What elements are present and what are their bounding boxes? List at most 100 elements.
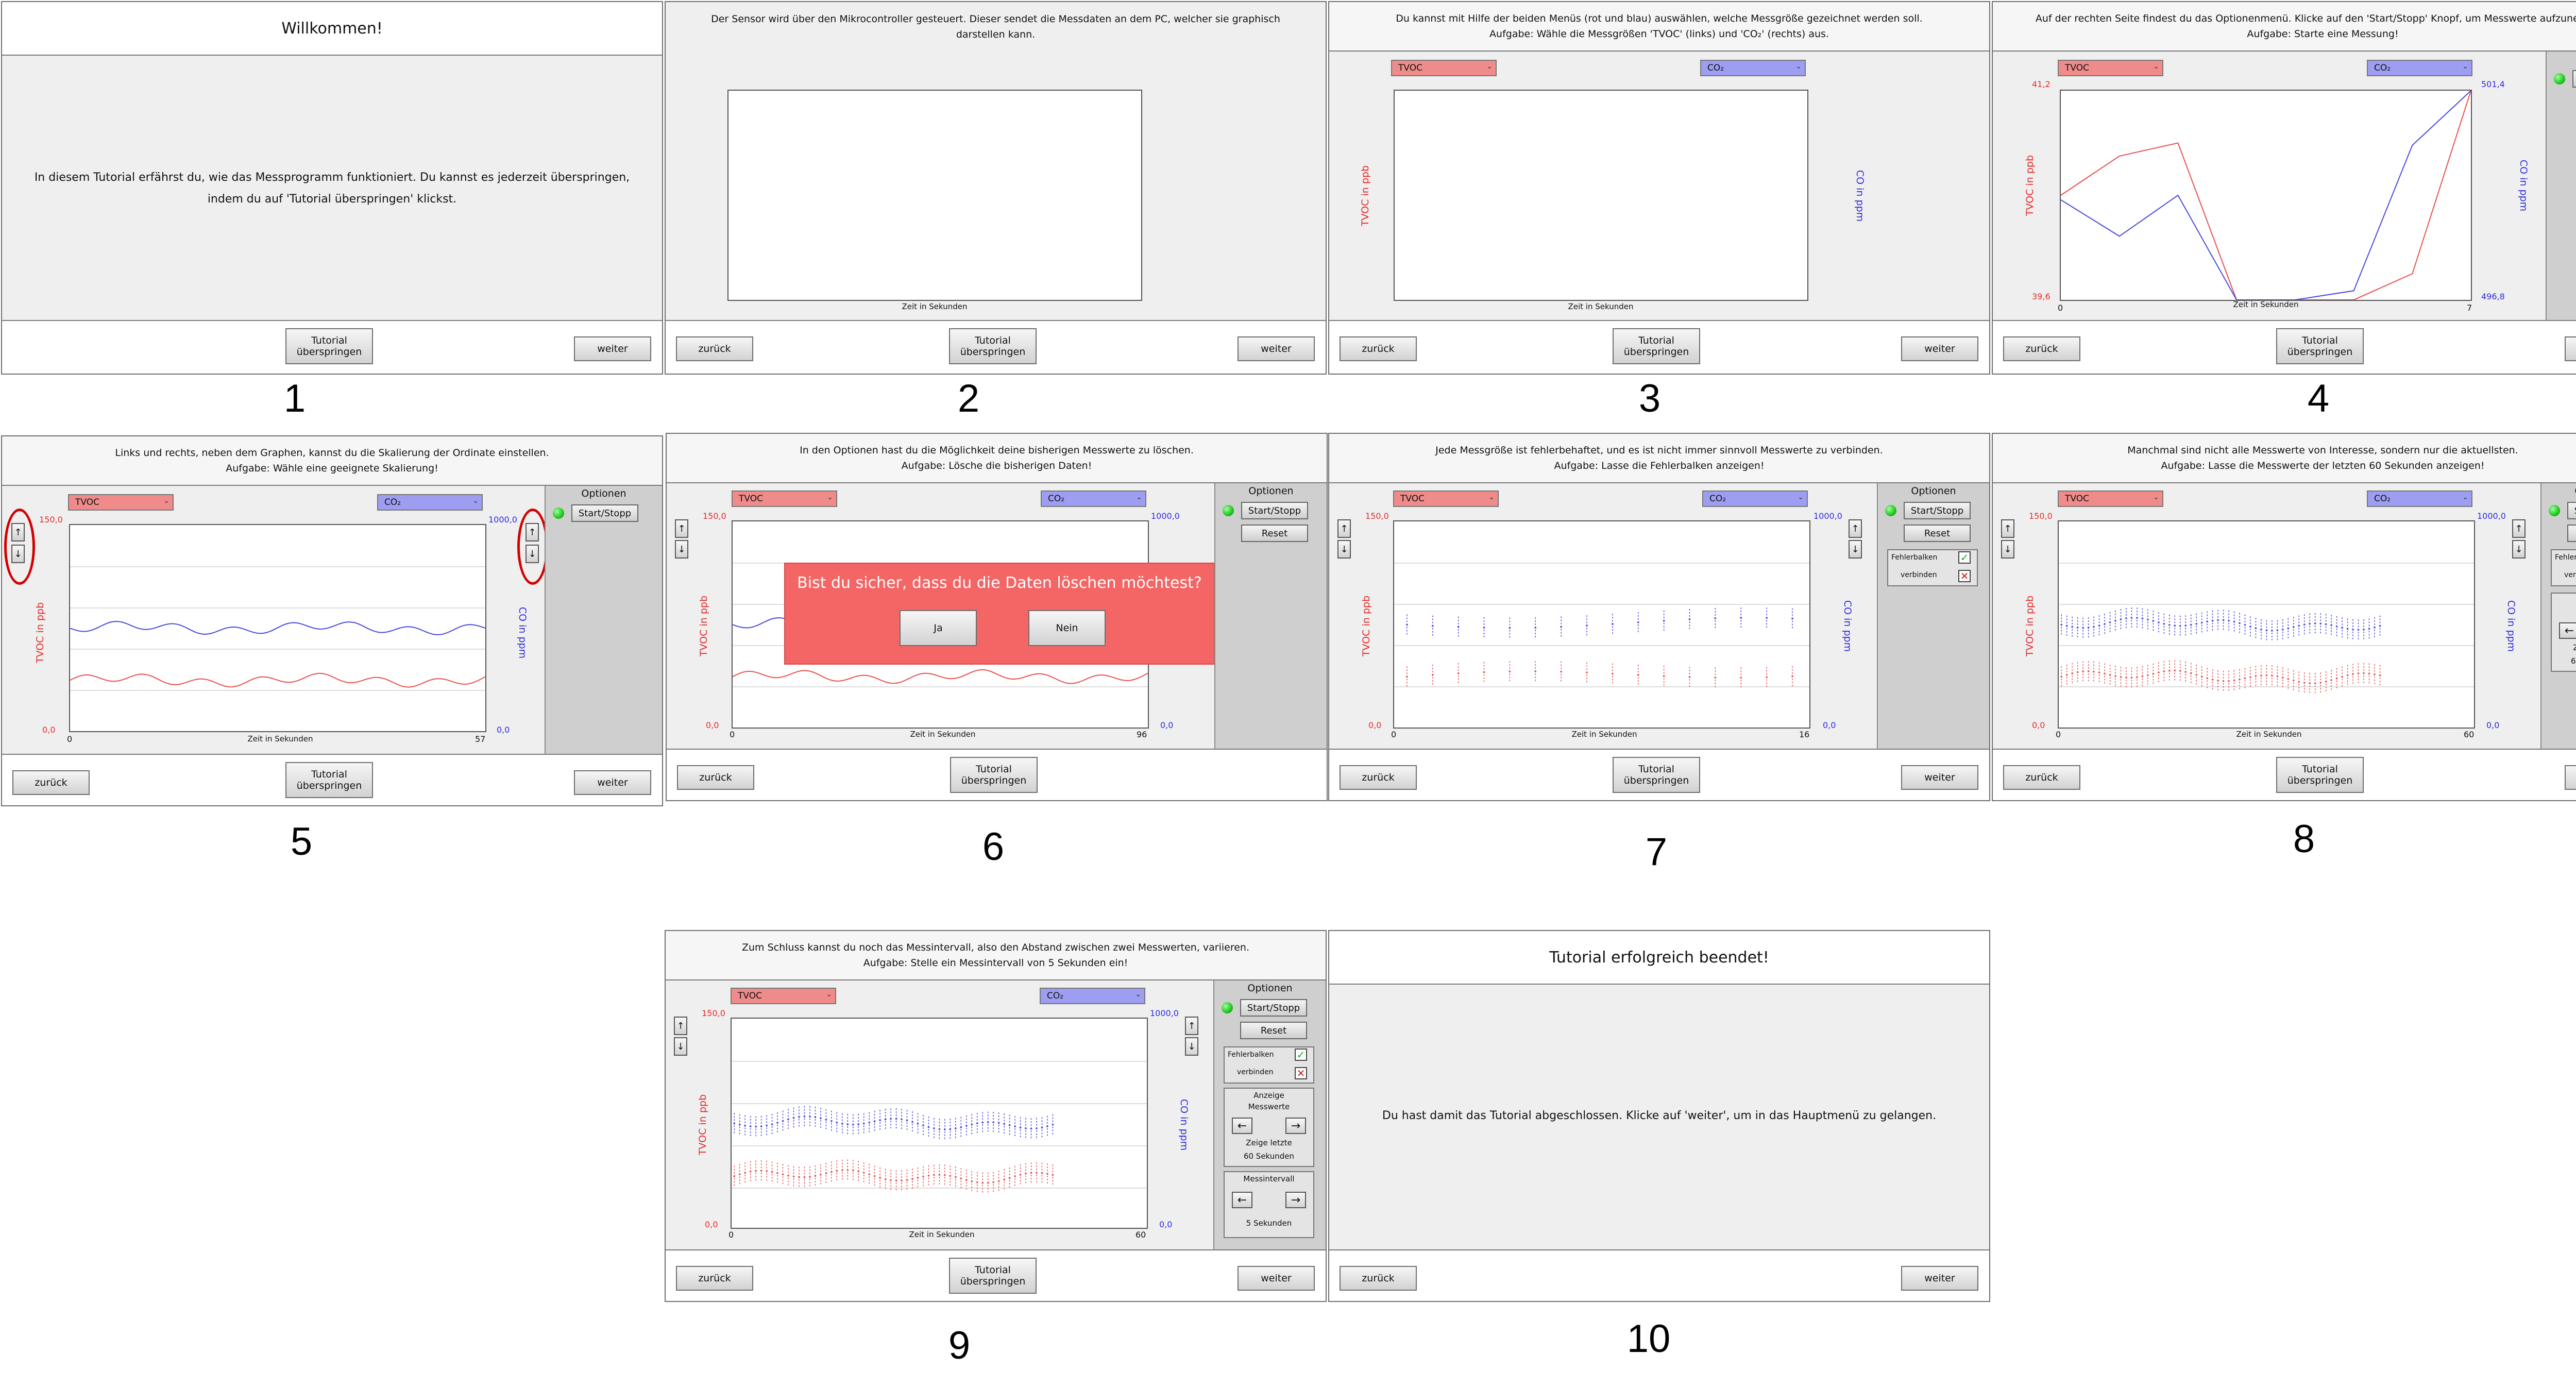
right-quantity-dropdown[interactable]: CO₂ ⌄ [1041, 490, 1146, 507]
right-scale-up-button[interactable]: ↑ [2512, 519, 2526, 538]
co2-data-point [803, 1115, 806, 1118]
display-decrease-button[interactable]: ← [2559, 622, 2576, 639]
right-quantity-dropdown[interactable]: CO₂ ⌄ [1702, 490, 1808, 507]
co2-data-point [2335, 625, 2338, 628]
right-scale-up-button[interactable]: ↑ [1849, 519, 1862, 538]
tvoc-data-point [787, 1174, 789, 1177]
left-quantity-dropdown[interactable]: TVOC ⌄ [2058, 490, 2163, 507]
back-button[interactable]: zurück [677, 765, 754, 790]
back-button[interactable]: zurück [1340, 1266, 1417, 1291]
left-quantity-dropdown[interactable]: TVOC ⌄ [731, 988, 836, 1004]
tvoc-data-point [2136, 676, 2138, 679]
co2-data-point [971, 1123, 973, 1126]
co2-data-point [2352, 628, 2354, 631]
right-quantity-dropdown[interactable]: CO₂ ⌄ [1700, 60, 1806, 76]
start-stop-button[interactable]: Start/Stopp [2572, 70, 2576, 88]
left-quantity-dropdown[interactable]: TVOC ⌄ [1391, 60, 1497, 76]
left-quantity-dropdown[interactable]: TVOC ⌄ [68, 494, 174, 511]
left-scale-down-button[interactable]: ↓ [675, 540, 688, 559]
confirm-yes-button[interactable]: Ja [900, 610, 977, 646]
skip-tutorial-button[interactable]: Tutorial überspringen [949, 1258, 1037, 1294]
next-button[interactable]: weiter [574, 336, 651, 361]
right-axis-label: CO in ppm [517, 606, 528, 659]
back-button[interactable]: zurück [1340, 336, 1417, 361]
arrow-left-icon: ← [1237, 1193, 1247, 1207]
tvoc-data-point [1457, 672, 1460, 674]
co2-data-point [2158, 621, 2160, 623]
skip-tutorial-button[interactable]: Tutorial überspringen [950, 757, 1038, 793]
display-decrease-button[interactable]: ← [1232, 1118, 1252, 1134]
start-stop-button[interactable]: Start/Stopp [2567, 502, 2576, 519]
right-scale-down-button[interactable]: ↓ [1185, 1037, 1198, 1056]
reset-button[interactable]: Reset [1241, 525, 1308, 542]
interval-increase-button[interactable]: → [1285, 1192, 1306, 1208]
x-axis-min: 0 [2058, 303, 2063, 313]
left-scale-up-button[interactable]: ↑ [11, 523, 25, 542]
display-value-line-1: Zeige letzte [2552, 643, 2576, 652]
skip-tutorial-button[interactable]: Tutorial überspringen [1613, 328, 1700, 364]
next-button[interactable]: weiter [1901, 336, 1978, 361]
next-button[interactable]: weiter [2565, 336, 2576, 361]
empty-plot-area [727, 90, 1142, 301]
next-button[interactable]: weiter [1238, 336, 1315, 361]
reset-button[interactable]: Reset [1240, 1022, 1307, 1039]
left-scale-down-button[interactable]: ↓ [674, 1037, 687, 1056]
interval-decrease-button[interactable]: ← [1232, 1192, 1252, 1208]
reset-button[interactable]: Reset [1904, 525, 1971, 542]
start-stop-button[interactable]: Start/Stopp [1240, 999, 1307, 1017]
back-button[interactable]: zurück [1340, 765, 1417, 790]
skip-tutorial-button[interactable]: Tutorial überspringen [2276, 328, 2364, 364]
connect-checkbox[interactable]: ✕ [1295, 1067, 1307, 1079]
reset-button[interactable]: Reset [2567, 525, 2576, 542]
next-button[interactable]: weiter [2565, 765, 2576, 790]
arrow-down-icon: ↓ [528, 548, 536, 560]
start-stop-button[interactable]: Start/Stopp [1241, 502, 1308, 519]
left-scale-up-button[interactable]: ↑ [675, 519, 688, 538]
back-button[interactable]: zurück [2003, 336, 2080, 361]
co2-data-point [2217, 619, 2219, 621]
error-bars-checkbox[interactable]: ✓ [1295, 1048, 1307, 1061]
skip-tutorial-button[interactable]: Tutorial überspringen [1613, 757, 1700, 793]
left-scale-up-button[interactable]: ↑ [674, 1017, 687, 1035]
right-scale-down-button[interactable]: ↓ [526, 545, 539, 563]
start-stop-button[interactable]: Start/Stopp [1904, 502, 1971, 519]
left-scale-down-button[interactable]: ↓ [2001, 540, 2014, 559]
skip-tutorial-button[interactable]: Tutorial überspringen [285, 762, 373, 798]
connect-checkbox[interactable]: ✕ [1958, 570, 1971, 582]
next-button[interactable]: weiter [1238, 1266, 1315, 1291]
next-button[interactable]: weiter [574, 770, 651, 795]
left-scale-down-button[interactable]: ↓ [1337, 540, 1351, 559]
right-quantity-dropdown[interactable]: CO₂ ⌄ [1040, 988, 1145, 1004]
confirm-no-button[interactable]: Nein [1028, 610, 1106, 646]
back-button[interactable]: zurück [2003, 765, 2080, 790]
right-scale-up-button[interactable]: ↑ [1185, 1017, 1198, 1035]
skip-tutorial-button[interactable]: Tutorial überspringen [949, 328, 1037, 364]
left-scale-up-button[interactable]: ↑ [1337, 519, 1351, 538]
arrow-down-icon: ↓ [2515, 544, 2523, 555]
right-scale-down-button[interactable]: ↓ [1849, 540, 1862, 559]
tvoc-data-point [2130, 676, 2133, 679]
left-quantity-dropdown[interactable]: TVOC ⌄ [2058, 60, 2163, 76]
back-button[interactable]: zurück [676, 336, 753, 361]
dialog-text: Bist du sicher, dass du die Daten lösche… [797, 574, 1202, 592]
skip-tutorial-button[interactable]: Tutorial überspringen [285, 328, 373, 364]
chevron-down-icon: ⌄ [1488, 493, 1495, 501]
left-quantity-dropdown[interactable]: TVOC ⌄ [732, 490, 837, 507]
right-quantity-dropdown[interactable]: CO₂ ⌄ [2367, 60, 2472, 76]
left-quantity-dropdown[interactable]: TVOC ⌄ [1393, 490, 1499, 507]
skip-tutorial-button[interactable]: Tutorial überspringen [2276, 757, 2364, 793]
left-scale-up-button[interactable]: ↑ [2001, 519, 2014, 538]
right-scale-down-button[interactable]: ↓ [2512, 540, 2526, 559]
left-scale-down-button[interactable]: ↓ [11, 545, 25, 563]
next-button[interactable]: weiter [1901, 765, 1978, 790]
next-button[interactable]: weiter [1901, 1266, 1978, 1291]
back-button[interactable]: zurück [676, 1266, 753, 1291]
display-increase-button[interactable]: → [1285, 1118, 1306, 1134]
right-quantity-dropdown[interactable]: CO₂ ⌄ [377, 494, 483, 511]
back-button[interactable]: zurück [12, 770, 90, 795]
start-stop-button[interactable]: Start/Stopp [571, 504, 638, 522]
co2-data-point [879, 1119, 881, 1122]
right-quantity-dropdown[interactable]: CO₂ ⌄ [2367, 490, 2472, 507]
right-scale-up-button[interactable]: ↑ [526, 523, 539, 542]
error-bars-checkbox[interactable]: ✓ [1958, 551, 1971, 564]
